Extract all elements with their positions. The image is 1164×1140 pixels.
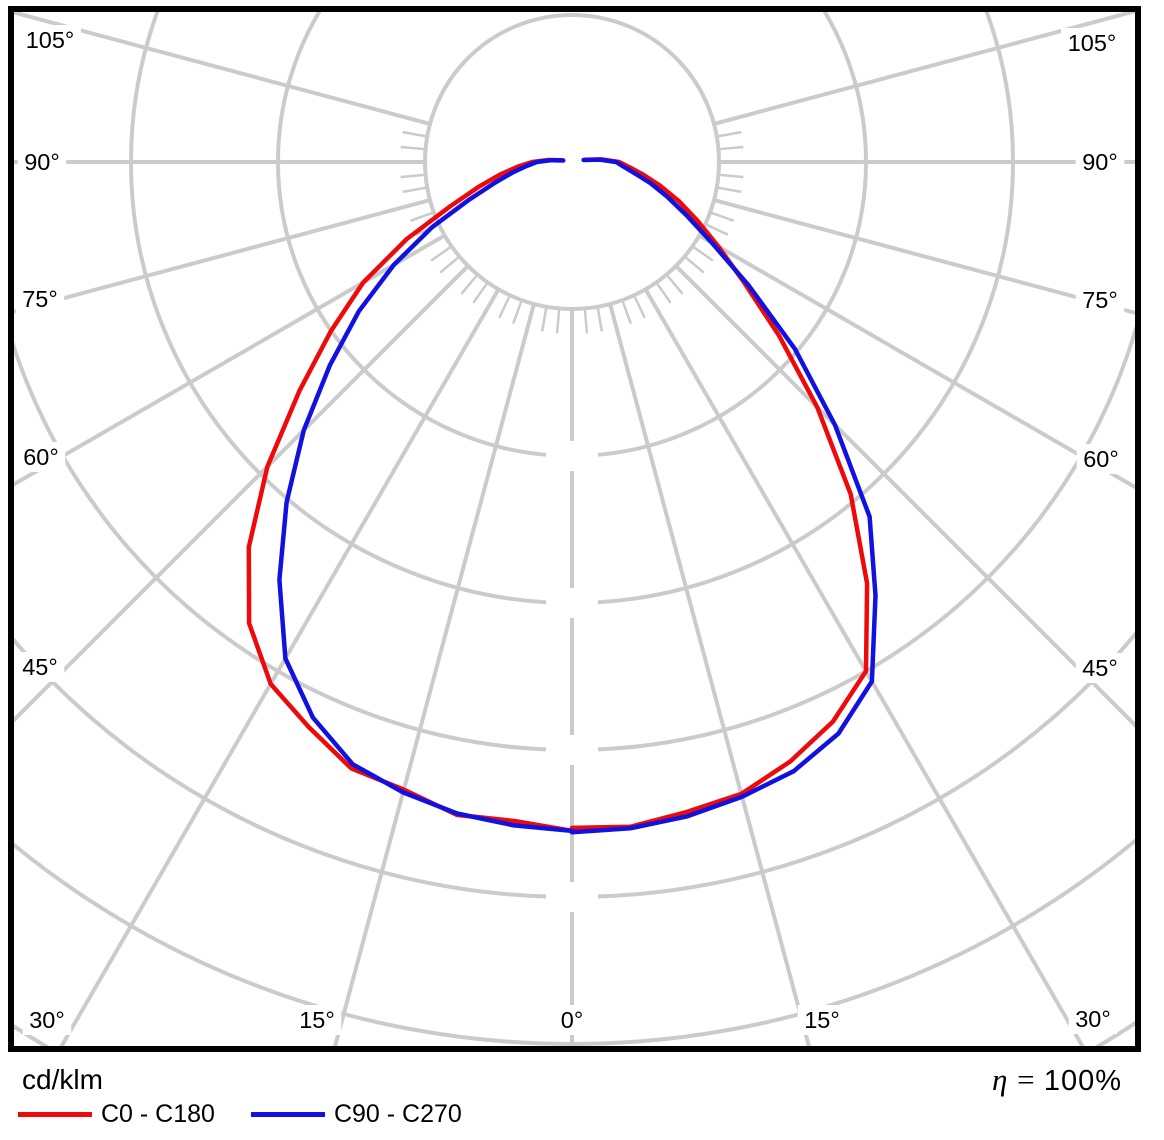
gamma-ray <box>14 264 470 723</box>
angle-label-box <box>292 1005 342 1035</box>
gamma-tick <box>709 211 735 223</box>
angle-label-box <box>554 1005 590 1035</box>
gamma-ray <box>713 12 1135 126</box>
angle-label: 90° <box>1082 149 1118 175</box>
angle-label: 60° <box>1083 446 1119 472</box>
radial-value-box <box>546 441 598 471</box>
angle-label-box <box>1061 28 1123 58</box>
angle-label: 30° <box>1075 1006 1111 1032</box>
angle-label-box <box>15 284 65 314</box>
angle-label-box <box>1068 1004 1118 1034</box>
legend-line-c0-c180 <box>18 1111 92 1117</box>
radial-value-box <box>546 588 598 618</box>
gamma-tick <box>430 245 453 262</box>
gamma-ray <box>14 233 446 487</box>
gamma-ray <box>713 198 1135 315</box>
angle-label: 105° <box>26 27 75 53</box>
radial-value-box <box>546 882 598 912</box>
gamma-tick <box>400 173 426 179</box>
gamma-ray <box>608 303 811 1046</box>
gamma-tick <box>655 281 672 304</box>
legend: C0 - C180 C90 - C270 <box>18 1098 498 1130</box>
angle-label: 60° <box>23 444 59 470</box>
gamma-tick <box>583 308 589 334</box>
angle-label: 90° <box>24 149 60 175</box>
curve-c0-c180 <box>246 157 870 834</box>
units-label: cd/klm <box>22 1064 103 1095</box>
curve-c90-c270 <box>277 157 878 835</box>
gamma-tick <box>683 255 705 274</box>
grid-ring <box>14 324 1135 752</box>
gamma-tick <box>704 222 729 236</box>
gamma-tick <box>691 245 714 262</box>
radial-value-box <box>546 735 598 765</box>
gamma-tick <box>472 281 489 304</box>
gamma-tick <box>665 273 684 295</box>
gamma-tick <box>716 130 742 138</box>
gamma-ray <box>14 12 431 126</box>
gamma-tick <box>621 299 633 325</box>
light-output-ratio: η = 100% <box>930 1062 1122 1098</box>
gamma-tick <box>596 306 604 332</box>
gamma-ray <box>59 288 501 1046</box>
angle-label: 75° <box>1082 287 1118 313</box>
angle-label-box <box>1075 653 1125 683</box>
angle-label: 75° <box>22 286 58 312</box>
angle-label-box <box>16 442 66 472</box>
angle-label-box <box>17 147 67 177</box>
grid-ring <box>423 13 721 311</box>
gamma-tick <box>716 186 742 194</box>
gamma-tick <box>402 130 428 138</box>
angle-label-box <box>19 25 81 55</box>
angle-label: 30° <box>29 1007 65 1033</box>
angle-label-box <box>1075 285 1125 315</box>
gamma-tick <box>540 306 548 332</box>
angle-labels: 105° 90° 75° 60° 45° 105° 90° 75° 60° 45° 30° 15° 0°… <box>15 25 1126 1035</box>
gamma-tick <box>632 294 646 319</box>
angle-label: 45° <box>1082 655 1118 681</box>
axis-label-boxes <box>546 441 598 912</box>
gamma-tick <box>400 145 426 151</box>
plot-border <box>8 6 1141 1052</box>
angle-label-box <box>797 1005 847 1035</box>
angle-label: 105° <box>1068 30 1117 56</box>
legend-label-c90-c270: C90 - C270 <box>333 1099 462 1128</box>
angle-label-box <box>22 1005 72 1035</box>
angle-label: 0° <box>561 1007 583 1033</box>
legend-label-c0-c180: C0 - C180 <box>101 1099 215 1128</box>
angle-label-box <box>1075 147 1125 177</box>
gamma-tick <box>718 145 744 151</box>
gamma-tick <box>511 299 523 325</box>
gamma-tick <box>718 173 744 179</box>
angle-label: 15° <box>804 1007 840 1033</box>
gamma-ray <box>14 198 431 314</box>
gamma-tick <box>555 308 561 334</box>
angle-label: 45° <box>22 654 58 680</box>
gamma-tick <box>460 273 479 295</box>
gamma-ray <box>643 288 1085 1046</box>
legend-line-c90-c270 <box>250 1111 325 1117</box>
gamma-tick <box>498 294 512 319</box>
intensity-curves <box>246 157 878 835</box>
gamma-tick <box>439 255 461 274</box>
gamma-ray <box>333 303 536 1046</box>
eta-value: 100% <box>1043 1065 1122 1097</box>
gamma-ray <box>674 264 1135 728</box>
angle-label-box <box>1076 444 1126 474</box>
angle-label-box <box>15 652 65 682</box>
eta-symbol: η = <box>991 1062 1037 1097</box>
gamma-tick <box>409 211 435 223</box>
angle-label: 15° <box>299 1007 335 1033</box>
gamma-tick <box>402 186 428 194</box>
